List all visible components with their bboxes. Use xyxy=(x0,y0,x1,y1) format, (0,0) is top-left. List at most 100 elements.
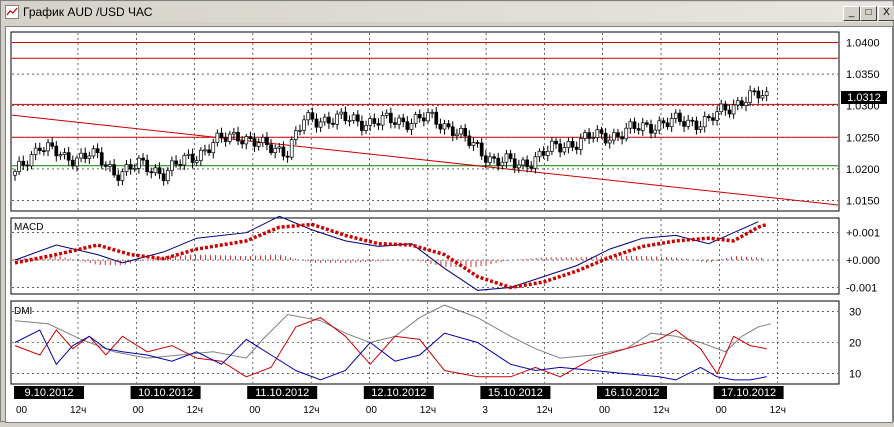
macd-panel[interactable] xyxy=(10,217,840,295)
candle-body xyxy=(698,126,703,130)
date-label: 10.10.2012 xyxy=(138,387,193,399)
date-axis: 9.10.2012 10.10.2012 11.10.2012 12.10.2012 1… xyxy=(14,386,786,416)
candle-body xyxy=(607,139,612,144)
candle-body xyxy=(393,122,397,125)
candle-body xyxy=(83,152,88,159)
candle-body xyxy=(128,164,133,170)
candle-body xyxy=(529,166,534,169)
candle-body xyxy=(29,154,34,167)
candle-body xyxy=(620,136,624,140)
candle-body xyxy=(244,136,249,145)
hour-label: 00 xyxy=(249,405,261,416)
candle-body xyxy=(153,167,158,174)
candle-body xyxy=(33,147,38,155)
candle-body xyxy=(521,159,525,166)
candle-body xyxy=(748,90,752,103)
candle-body xyxy=(124,164,129,173)
candle-body xyxy=(624,127,629,140)
candle-body xyxy=(578,138,583,150)
candle-body xyxy=(157,167,162,175)
candle-body xyxy=(376,123,381,126)
candle-body xyxy=(492,156,496,159)
candle-body xyxy=(211,142,216,154)
candles xyxy=(13,85,769,186)
candle-body xyxy=(723,103,728,111)
candle-body xyxy=(488,156,492,163)
title-bar[interactable]: График AUD /USD ЧАС _ □ X xyxy=(2,2,894,22)
candle-body xyxy=(289,139,294,158)
adx-line xyxy=(14,304,771,359)
candle-body xyxy=(517,164,521,169)
candle-body xyxy=(54,145,59,157)
candle-body xyxy=(409,123,414,130)
dmi-label: DMI xyxy=(14,306,32,317)
candle-body xyxy=(537,150,542,158)
date-label-box xyxy=(14,386,84,399)
maximize-button[interactable]: □ xyxy=(860,6,877,21)
candle-body xyxy=(372,118,377,124)
candle-body xyxy=(149,171,154,174)
candle-body xyxy=(227,133,232,142)
candle-body xyxy=(397,117,401,125)
candle-body xyxy=(223,137,228,142)
candle-body xyxy=(611,132,616,141)
candle-body xyxy=(104,164,108,167)
candle-body xyxy=(533,156,538,169)
hour-label: 00 xyxy=(16,405,28,416)
candle-body xyxy=(512,158,517,169)
candle-body xyxy=(574,146,579,150)
candle-body xyxy=(252,138,257,147)
hour-label: 00 xyxy=(133,405,145,416)
candle-body xyxy=(355,114,360,122)
candle-body xyxy=(219,132,224,139)
hour-label: 12ч xyxy=(770,405,786,416)
candle-body xyxy=(75,157,79,167)
candle-body xyxy=(318,121,323,128)
candle-body xyxy=(417,114,422,119)
candle-body xyxy=(426,112,430,122)
candle-body xyxy=(91,148,96,157)
date-label-box xyxy=(480,386,551,399)
candle-body xyxy=(384,112,389,116)
candle-body xyxy=(504,153,509,163)
hour-label: 12ч xyxy=(70,405,86,416)
close-button[interactable]: X xyxy=(878,6,894,21)
candle-body xyxy=(351,114,356,121)
date-label-box xyxy=(363,386,434,399)
candle-body xyxy=(327,116,331,124)
candle-body xyxy=(388,112,393,124)
candle-body xyxy=(479,142,484,157)
dmi-panel[interactable] xyxy=(10,300,840,385)
candle-body xyxy=(174,160,178,165)
date-label: 15.10.2012 xyxy=(488,387,543,399)
price-tick-label: 1.0250 xyxy=(846,132,880,144)
current-price-label: 1.0312 xyxy=(847,92,881,104)
candle-body xyxy=(653,129,658,134)
candle-body xyxy=(678,112,682,123)
date-label: 11.10.2012 xyxy=(255,387,309,399)
candle-body xyxy=(112,164,116,176)
candle-body xyxy=(285,155,290,158)
candle-body xyxy=(430,111,434,114)
candle-body xyxy=(640,122,645,131)
price-panel[interactable] xyxy=(10,31,840,212)
candle-body xyxy=(434,111,439,125)
candle-body xyxy=(178,164,183,166)
candle-body xyxy=(215,132,220,143)
candle-body xyxy=(190,153,195,163)
candle-body xyxy=(475,142,480,144)
candle-body xyxy=(719,103,724,113)
minimize-button[interactable]: _ xyxy=(843,6,860,21)
candle-body xyxy=(405,121,410,130)
candle-body xyxy=(141,157,145,161)
candle-body xyxy=(558,143,563,153)
candle-body xyxy=(413,114,418,124)
chart-area[interactable]: 1.0400 1.0350 1.0300 1.0250 1.0200 1.0150 1.0… xyxy=(5,26,893,423)
candle-body xyxy=(161,173,166,182)
candle-body xyxy=(207,149,211,154)
dmi-lines xyxy=(14,304,771,381)
date-label-box xyxy=(713,386,784,399)
candle-body xyxy=(550,140,554,152)
